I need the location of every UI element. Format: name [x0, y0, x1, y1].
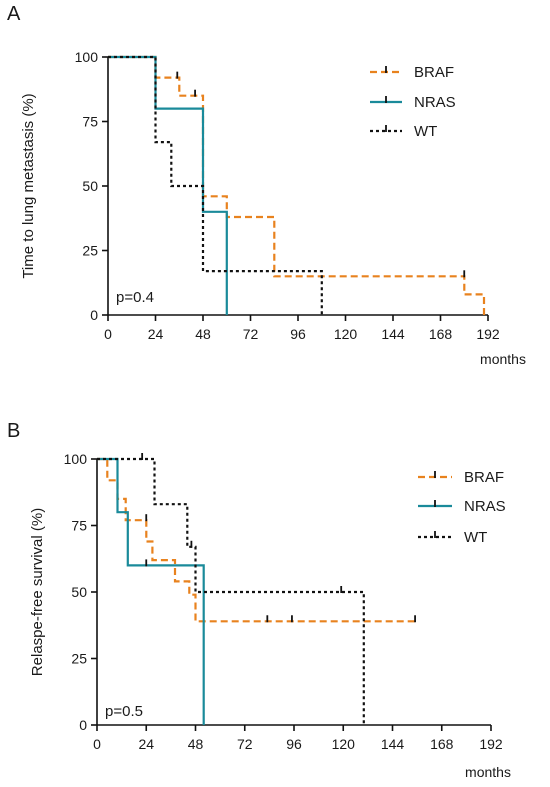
series-nras — [97, 457, 205, 725]
y-tick-label: 50 — [71, 584, 87, 600]
legend-item-braf: BRAF — [370, 64, 454, 81]
y-tick-label: 100 — [64, 451, 88, 467]
legend-item-braf: BRAF — [418, 469, 504, 486]
legend-label-nras: NRAS — [464, 498, 506, 515]
y-tick-label: 25 — [71, 651, 87, 667]
x-tick-label: 192 — [476, 326, 500, 342]
panel-letter: A — [7, 3, 21, 25]
series-wt — [97, 453, 365, 725]
x-tick-label: 48 — [188, 736, 204, 752]
p-value-annotation: p=0.5 — [105, 703, 143, 720]
legend-label-braf: BRAF — [414, 64, 454, 81]
x-axis-label: months — [480, 351, 526, 367]
chart-panel-b: B 0 25 50 75 100 0 24 48 72 96 120 144 168 192 Relaspe-… — [7, 420, 511, 780]
x-tick-label: 168 — [430, 736, 454, 752]
x-tick-label: 192 — [479, 736, 503, 752]
survival-curve-braf — [97, 457, 416, 623]
survival-curve-wt — [108, 55, 323, 315]
y-axis-label: Relaspe-free survival (%) — [29, 508, 46, 676]
p-value-annotation: p=0.4 — [116, 289, 154, 306]
y-tick-label: 25 — [82, 243, 98, 259]
panel-letter: B — [7, 420, 20, 442]
survival-curve-braf — [108, 55, 486, 315]
series-braf — [97, 457, 416, 623]
x-tick-label: 144 — [381, 736, 405, 752]
x-tick-label: 0 — [104, 326, 112, 342]
y-axis-label: Time to lung metastasis (%) — [20, 93, 37, 278]
x-tick-label: 120 — [332, 736, 356, 752]
legend-label-wt: WT — [414, 123, 437, 140]
series-wt — [108, 55, 323, 315]
survival-curve-nras — [97, 457, 205, 725]
y-tick-label: 75 — [82, 114, 98, 130]
legend-item-wt: WT — [418, 529, 487, 546]
legend-item-nras: NRAS — [418, 498, 506, 515]
x-tick-label: 24 — [138, 736, 154, 752]
legend-label-wt: WT — [464, 529, 487, 546]
x-tick-label: 24 — [148, 326, 164, 342]
y-tick-label: 0 — [79, 717, 87, 733]
legend-label-nras: NRAS — [414, 94, 456, 111]
survival-curve-nras — [108, 55, 228, 315]
series-nras — [108, 55, 228, 315]
x-tick-label: 96 — [286, 736, 302, 752]
x-tick-label: 72 — [243, 326, 259, 342]
legend-item-nras: NRAS — [370, 94, 456, 111]
x-tick-label: 144 — [381, 326, 405, 342]
series-braf — [108, 55, 486, 315]
x-tick-label: 168 — [429, 326, 453, 342]
y-tick-label: 50 — [82, 178, 98, 194]
x-axis-label: months — [465, 764, 511, 780]
x-tick-label: 48 — [195, 326, 211, 342]
legend-item-wt: WT — [370, 123, 437, 140]
x-tick-label: 0 — [93, 736, 101, 752]
x-tick-label: 96 — [290, 326, 306, 342]
y-tick-label: 0 — [90, 307, 98, 323]
chart-panel-a: A 0 25 50 75 100 0 24 48 72 96 120 144 168 192 Time to … — [7, 3, 526, 367]
x-tick-label: 72 — [237, 736, 253, 752]
y-tick-label: 100 — [75, 49, 99, 65]
legend-label-braf: BRAF — [464, 469, 504, 486]
survival-curve-wt — [97, 457, 365, 725]
x-tick-label: 120 — [334, 326, 358, 342]
y-tick-label: 75 — [71, 518, 87, 534]
